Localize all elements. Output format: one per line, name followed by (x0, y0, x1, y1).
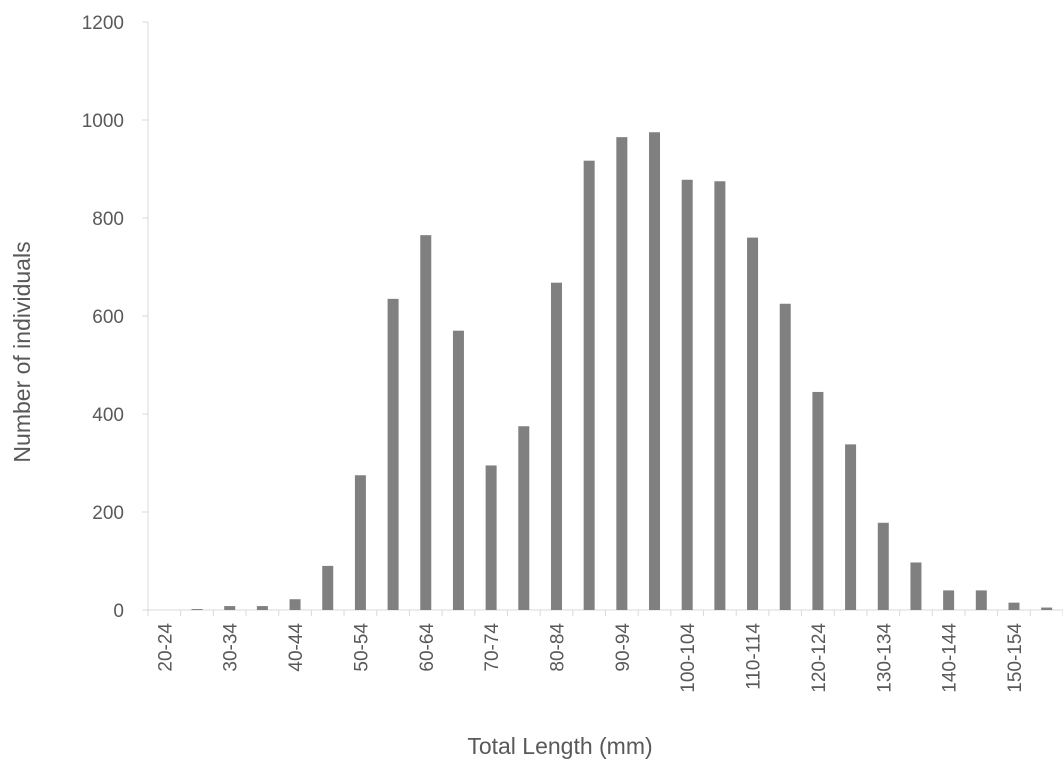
bar-25-29 (191, 609, 203, 610)
bar-75-79 (518, 426, 530, 610)
x-tick-label: 120-124 (809, 623, 830, 693)
y-tick-label: 200 (92, 503, 124, 524)
x-tick-label: 20-24 (155, 623, 176, 672)
bar-40-44 (289, 599, 301, 610)
bar-105-109 (714, 181, 726, 610)
y-tick-label: 400 (92, 405, 124, 426)
bar-55-59 (387, 298, 399, 610)
y-tick-label: 0 (113, 601, 124, 622)
y-tick-label: 800 (92, 209, 124, 230)
bar-135-139 (910, 562, 922, 610)
x-tick-label: 30-34 (221, 623, 242, 672)
x-axis-title: Total Length (mm) (467, 733, 652, 759)
y-tick-label: 1200 (82, 13, 124, 34)
y-tick-label: 600 (92, 307, 124, 328)
x-tick-label: 90-94 (613, 623, 634, 672)
y-axis-title: Number of individuals (9, 241, 35, 462)
bar-120-124 (812, 391, 824, 610)
x-tick-label: 40-44 (286, 623, 307, 672)
bar-95-99 (649, 132, 661, 610)
bar-85-89 (583, 160, 595, 611)
bar-50-54 (354, 475, 366, 610)
x-tick-label: 150-154 (1005, 623, 1026, 693)
bar-80-84 (550, 282, 562, 610)
bar-140-144 (943, 590, 955, 610)
x-tick-label: 50-54 (351, 623, 372, 672)
bar-60-64 (420, 235, 432, 610)
bar-130-134 (877, 522, 889, 610)
y-tick-label: 1000 (82, 111, 124, 132)
x-tick-label: 80-84 (547, 623, 568, 672)
bar-30-34 (224, 606, 236, 610)
bar-150-154 (1008, 602, 1020, 610)
bar-70-74 (485, 465, 497, 610)
bar-90-94 (616, 137, 628, 610)
bar-65-69 (452, 330, 464, 610)
bar-45-49 (322, 565, 334, 610)
bars-group (191, 132, 1053, 611)
bar-125-129 (845, 444, 857, 610)
x-tick-label: 130-134 (874, 623, 895, 693)
bar-155-159 (1041, 607, 1053, 610)
bar-115-119 (779, 303, 791, 610)
x-tick-label: 140-144 (940, 623, 961, 693)
x-axis-ticks: 20-24 30-34 40-44 50-54 60-64 70-74 80-84 90-94… (147, 610, 1063, 693)
x-tick-label: 60-64 (417, 623, 438, 672)
y-axis-ticks: 0 200 400 600 800 1000 1200 (82, 13, 148, 622)
x-tick-label: 110-114 (744, 623, 765, 690)
x-tick-label: 100-104 (678, 623, 699, 693)
x-tick-label: 70-74 (482, 623, 503, 672)
bar-145-149 (975, 590, 987, 610)
bar-110-114 (747, 237, 759, 610)
bar-100-104 (681, 179, 693, 610)
bar-35-39 (256, 606, 268, 610)
